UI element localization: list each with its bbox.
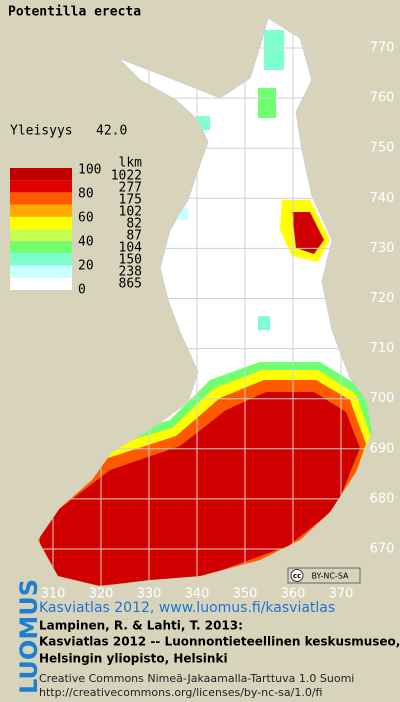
zone-north-2: [258, 88, 276, 118]
legend-swatch: [10, 229, 72, 242]
legend-swatch: [10, 192, 72, 205]
y-axis-label: 730: [370, 241, 395, 256]
legend-swatch: [10, 265, 72, 278]
count-header: lkm: [119, 156, 143, 171]
legend-scale-label: 0: [78, 283, 86, 298]
y-axis-label: 690: [370, 441, 395, 456]
legend-count: 104: [119, 241, 143, 256]
axis-labels: 310 320 330 340 350 360 370 670 680 690 700 710 720 7…: [41, 41, 395, 602]
y-axis-label: 770: [370, 41, 395, 56]
legend-count: 1022: [111, 169, 142, 184]
x-axis-label: 370: [329, 587, 354, 602]
license-badge: cc BY-NC-SA: [287, 567, 361, 584]
map-title: Potentilla erecta: [8, 5, 141, 20]
legend-count: 102: [119, 205, 142, 220]
legend-swatch: [10, 241, 72, 254]
y-axis-label: 710: [370, 341, 395, 356]
legend-count: 150: [119, 253, 142, 268]
legend-scale-label: 100: [78, 163, 101, 178]
legend-swatch: [10, 216, 72, 229]
y-axis-label: 700: [370, 391, 395, 406]
citation-line: Helsingin yliopisto, Helsinki: [39, 652, 228, 666]
legend-swatch: [10, 277, 72, 290]
y-axis-label: 740: [370, 191, 395, 206]
zone-east-core: [292, 212, 324, 254]
legend-swatch: [10, 253, 72, 266]
citation-line: Lampinen, R. & Lahti, T. 2013:: [39, 619, 243, 633]
legend-count: 175: [119, 193, 142, 208]
frequency-value: 42.0: [96, 124, 127, 139]
x-axis-label: 360: [281, 587, 306, 602]
zone-north-3: [196, 116, 210, 130]
license-url[interactable]: http://creativecommons.org/licenses/by-n…: [39, 686, 322, 699]
cc-text: BY-NC-SA: [311, 572, 349, 581]
y-axis-label: 720: [370, 291, 395, 306]
x-axis-label: 340: [185, 587, 210, 602]
zone-mid-2: [258, 316, 270, 330]
finland-map: [37, 17, 373, 587]
y-axis-label: 670: [370, 542, 395, 557]
zone-north: [264, 30, 284, 70]
legend: 100 80 60 40 20 0 1022277175102828710415023886…: [10, 163, 142, 298]
frequency-label: Yleisyys: [10, 124, 73, 139]
license-text: Creative Commons Nimeä-Jakaamalla-Tarttu…: [39, 672, 354, 685]
legend-count: 82: [126, 217, 142, 232]
legend-count: 238: [119, 265, 142, 280]
legend-swatch: [10, 204, 72, 217]
legend-count: 87: [126, 229, 142, 244]
y-axis-label: 680: [370, 491, 395, 506]
footer-link[interactable]: Kasviatlas 2012, www.luomus.fi/kasviatla…: [39, 600, 335, 616]
zone-red: [40, 392, 360, 586]
y-axis-label: 760: [370, 91, 395, 106]
legend-swatch: [10, 168, 72, 181]
x-axis-label: 310: [41, 587, 66, 602]
logo: LUOMUS: [15, 579, 43, 694]
legend-count: 277: [119, 181, 142, 196]
x-axis-label: 330: [137, 587, 162, 602]
legend-scale-label: 20: [78, 259, 94, 274]
legend-swatch: [10, 180, 72, 193]
legend-scale-label: 40: [78, 235, 94, 250]
legend-scale-label: 80: [78, 187, 94, 202]
cc-icon: cc: [293, 572, 301, 580]
legend-scale-label: 60: [78, 211, 94, 226]
citation-line: Kasviatlas 2012 -- Luonnontieteellinen k…: [39, 635, 400, 649]
y-axis-label: 750: [370, 141, 395, 156]
legend-count: 865: [119, 277, 142, 292]
x-axis-label: 350: [233, 587, 258, 602]
x-axis-label: 320: [89, 587, 114, 602]
